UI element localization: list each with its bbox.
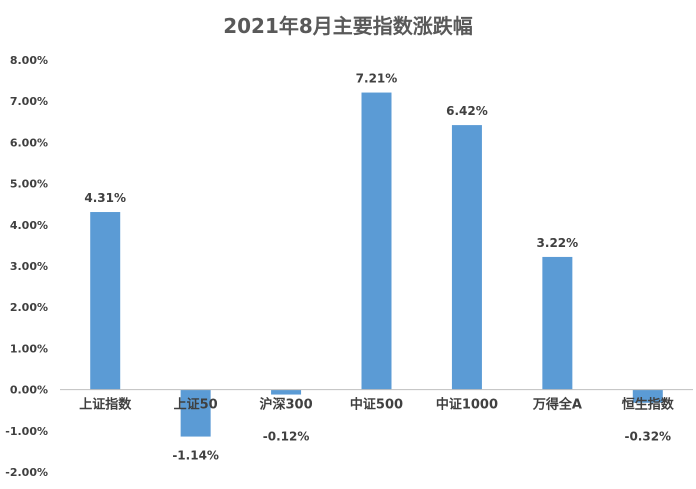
category-label: 中证1000 — [436, 397, 498, 413]
y-tick-label: 6.00% — [10, 136, 48, 149]
category-label: 中证500 — [350, 397, 403, 413]
data-label: 7.21% — [356, 72, 398, 86]
y-tick-label: 0.00% — [10, 384, 48, 397]
category-label: 恒生指数 — [622, 397, 675, 413]
data-label: 6.42% — [446, 104, 488, 118]
y-tick-label: 2.00% — [10, 301, 48, 314]
y-tick-label: 5.00% — [10, 178, 48, 191]
y-tick-label: 1.00% — [10, 342, 48, 355]
data-label: -0.32% — [624, 430, 671, 444]
category-label: 万得全A — [532, 397, 582, 413]
bar-1 — [90, 212, 121, 390]
bar-5 — [451, 125, 482, 390]
y-tick-label: 3.00% — [10, 260, 48, 273]
bar-2 — [180, 389, 211, 437]
y-tick-label: 8.00% — [10, 54, 48, 67]
category-label: 沪深300 — [260, 397, 313, 413]
y-tick-label: 7.00% — [10, 95, 48, 108]
y-tick-label: -1.00% — [5, 425, 48, 438]
bar-6 — [542, 256, 573, 390]
category-label: 上证指数 — [79, 397, 132, 413]
data-label: 4.31% — [84, 191, 126, 205]
data-label: -1.14% — [172, 449, 219, 463]
data-label: -0.12% — [263, 430, 310, 444]
bar-3 — [271, 389, 302, 395]
y-tick-label: -2.00% — [5, 466, 48, 479]
chart-title: 2021年8月主要指数涨跌幅 — [223, 14, 473, 38]
bar-7 — [632, 389, 663, 403]
bar-4 — [361, 92, 392, 390]
category-label: 上证50 — [174, 398, 218, 413]
y-tick-label: 4.00% — [10, 219, 48, 232]
data-label: 3.22% — [537, 236, 579, 250]
